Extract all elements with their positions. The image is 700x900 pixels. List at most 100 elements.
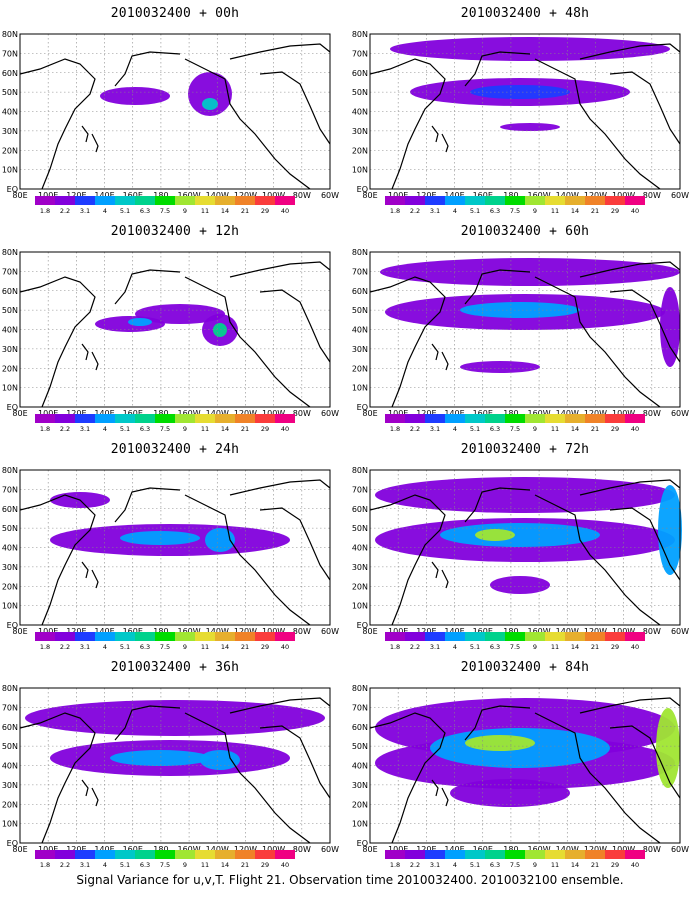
colorbar-swatch — [255, 850, 275, 859]
map-plot: 80E 100E 120E 140E 160E 180 160W 140W 120W 100W 80… — [2, 466, 339, 636]
colorbar-label: 1.8 — [39, 207, 51, 215]
coastline — [579, 697, 681, 714]
colorbar-label: 11 — [200, 207, 210, 215]
colorbar-label: 29 — [610, 207, 620, 215]
colorbar-label: 7.5 — [159, 207, 171, 215]
lat-tick-label: 70N — [2, 703, 18, 712]
colorbar-swatch — [35, 632, 55, 641]
map-frame — [369, 687, 681, 844]
lat-tick-label: 30N — [2, 345, 18, 354]
lat-tick-label: 50N — [352, 306, 368, 315]
lon-tick-label: 180 — [503, 191, 518, 200]
lat-tick-label: EQ — [7, 839, 18, 848]
lon-tick-label: 160E — [473, 409, 493, 418]
colorbar-swatch — [565, 632, 585, 641]
colorbar-label: 9 — [532, 861, 538, 869]
colorbar-swatch — [175, 632, 195, 641]
variance-area — [656, 708, 680, 788]
colorbar-label: 1.8 — [389, 425, 401, 433]
lat-tick-label: 80N — [352, 684, 368, 693]
lon-tick-label: 120W — [584, 409, 607, 418]
lat-tick-label: 60N — [352, 287, 368, 296]
colorbar-label: 1.8 — [39, 643, 51, 651]
lon-tick-label: 160W — [177, 191, 200, 200]
variance-area — [100, 87, 170, 105]
lat-tick-label: 50N — [2, 742, 18, 751]
colorbar-swatch — [565, 196, 585, 205]
coastline — [81, 779, 89, 797]
colorbar-swatch — [585, 414, 605, 423]
map-svg: 80E 100E 120E 140E 160E 180 160W 140W 120W 100W 80… — [2, 248, 339, 418]
coastline — [91, 133, 99, 153]
colorbar-label: 5.1 — [119, 861, 131, 869]
colorbar: 1.8 2.2 3.1 4 5.1 6.3 7.5 9 11 14 21 29 40 — [35, 850, 295, 871]
colorbar-swatch — [75, 414, 95, 423]
colorbar-swatch — [35, 850, 55, 859]
coastline — [259, 725, 331, 799]
colorbar-label: 2.2 — [409, 425, 421, 433]
lat-tick-label: 30N — [352, 781, 368, 790]
lon-tick-label: 60W — [671, 845, 689, 854]
colorbar-swatch — [445, 414, 465, 423]
coastline — [19, 276, 96, 408]
panel-title: 2010032400 + 36h — [110, 660, 240, 675]
lon-tick-label: 160W — [177, 627, 200, 636]
colorbar-label: 1.8 — [389, 861, 401, 869]
colorbar-swatch — [625, 850, 645, 859]
colorbar-label: 21 — [590, 425, 600, 433]
colorbar-swatch — [425, 850, 445, 859]
colorbar: 1.8 2.2 3.1 4 5.1 6.3 7.5 9 11 14 21 29 40 — [385, 632, 645, 653]
colorbar-label: 1.8 — [389, 207, 401, 215]
colorbar-swatch — [465, 414, 485, 423]
lon-tick-label: 80E — [362, 845, 377, 854]
lon-tick-label: 100W — [262, 845, 285, 854]
map-panel: 2010032400 + 12h 80E 100E 120E 140E 160E 180 16… — [0, 218, 350, 441]
lat-tick-label: 20N — [352, 146, 368, 155]
colorbar: 1.8 2.2 3.1 4 5.1 6.3 7.5 9 11 14 21 29 40 — [35, 196, 295, 217]
colorbar-label: 4 — [102, 643, 108, 651]
colorbar-label: 2.2 — [409, 861, 421, 869]
lon-tick-label: 100W — [612, 845, 635, 854]
lon-tick-label: 120W — [234, 191, 257, 200]
variance-area — [205, 528, 235, 552]
lon-tick-label: 180 — [503, 845, 518, 854]
lon-tick-label: 180 — [503, 409, 518, 418]
coastline — [609, 507, 681, 581]
colorbar-swatch — [405, 414, 425, 423]
colorbar-label: 1.8 — [39, 861, 51, 869]
lon-tick-label: 140E — [94, 627, 114, 636]
lon-tick-label: 140W — [556, 191, 579, 200]
map-frame — [369, 251, 681, 408]
colorbar-label: 14 — [220, 861, 230, 869]
colorbar-swatch — [605, 414, 625, 423]
lat-tick-label: 20N — [2, 364, 18, 373]
map-svg: 80E 100E 120E 140E 160E 180 160W 140W 120W 100W 80… — [352, 30, 689, 200]
figure-caption: Signal Variance for u,v,T. Flight 21. Ob… — [76, 873, 624, 887]
colorbar-label: 6.3 — [139, 425, 151, 433]
panel-title: 2010032400 + 72h — [460, 442, 590, 457]
variance-area — [188, 72, 232, 116]
lat-tick-label: 30N — [352, 127, 368, 136]
variance-area — [440, 523, 600, 547]
colorbar-swatch — [175, 414, 195, 423]
colorbar-swatch — [115, 850, 135, 859]
colorbar-label: 11 — [200, 643, 210, 651]
lat-tick-label: 50N — [2, 306, 18, 315]
lat-tick-label: 60N — [352, 69, 368, 78]
coastline — [81, 125, 89, 143]
lat-tick-label: 80N — [352, 248, 368, 257]
lat-tick-label: 50N — [2, 524, 18, 533]
lon-tick-label: 80W — [643, 191, 661, 200]
lat-tick-label: 70N — [2, 49, 18, 58]
colorbar: 1.8 2.2 3.1 4 5.1 6.3 7.5 9 11 14 21 29 40 — [385, 414, 645, 435]
colorbar-swatch — [545, 414, 565, 423]
coastline — [464, 51, 531, 87]
colorbar-label: 9 — [182, 207, 188, 215]
colorbar-swatch — [545, 196, 565, 205]
map-plot: 80E 100E 120E 140E 160E 180 160W 140W 120W 100W 80… — [352, 466, 689, 636]
lat-tick-label: 80N — [2, 466, 18, 475]
colorbar-swatch — [55, 196, 75, 205]
coastline — [579, 479, 681, 496]
lon-tick-label: 160E — [473, 627, 493, 636]
colorbar: 1.8 2.2 3.1 4 5.1 6.3 7.5 9 11 14 21 29 40 — [35, 632, 295, 653]
